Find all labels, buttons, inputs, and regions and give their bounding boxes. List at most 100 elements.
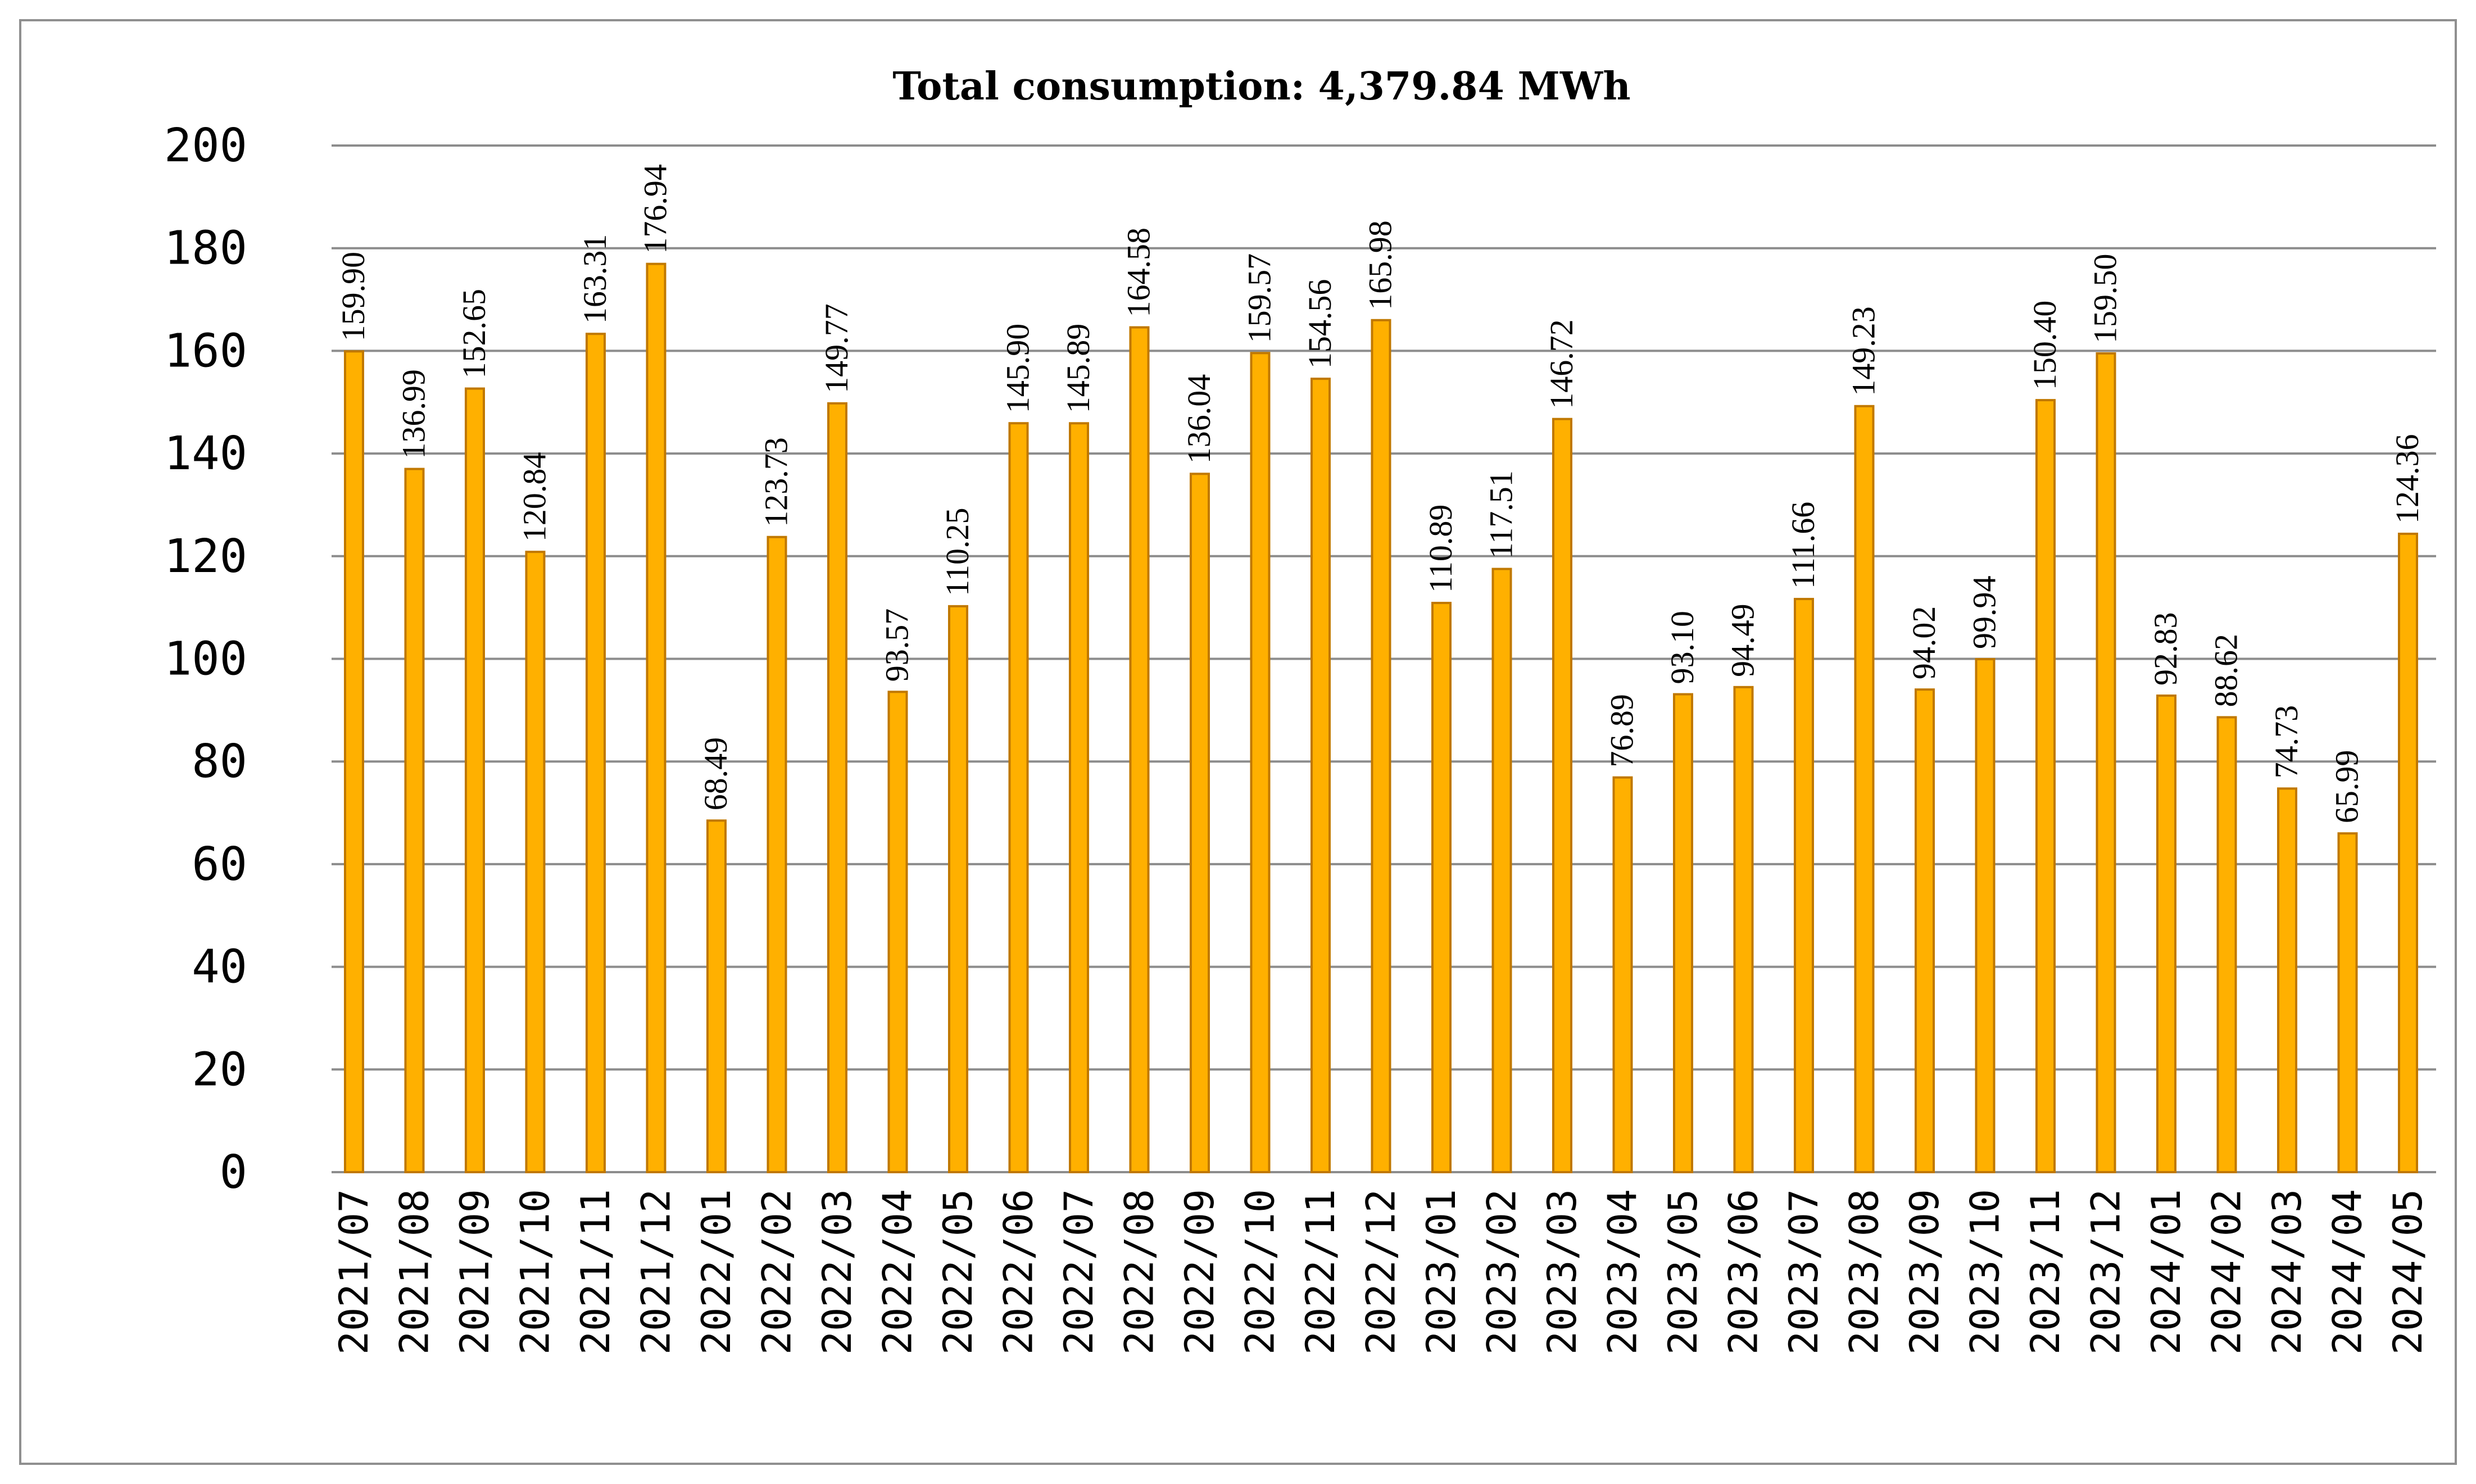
value-label: 110.25 (939, 508, 976, 596)
value-label: 120.84 (516, 452, 553, 542)
value-label: 149.23 (1845, 306, 1882, 396)
value-label: 164.58 (1121, 228, 1157, 317)
x-tick-label: 2023/07 (1781, 1189, 1827, 1355)
value-label: 65.99 (2329, 750, 2365, 824)
bar (344, 350, 364, 1173)
value-label: 146.72 (1543, 319, 1580, 409)
value-label: 74.73 (2268, 705, 2305, 779)
y-tick-label: 160 (164, 324, 247, 378)
x-tick-label: 2023/12 (2083, 1189, 2129, 1355)
x-tick-label: 2022/04 (875, 1189, 921, 1355)
bar (948, 605, 968, 1173)
bar (586, 333, 606, 1173)
value-label: 94.49 (1725, 603, 1761, 677)
value-label: 159.50 (2087, 253, 2124, 343)
value-label: 124.36 (2389, 434, 2425, 524)
bar (1975, 658, 1996, 1173)
x-tick-label: 2024/01 (2143, 1189, 2189, 1355)
bars (344, 262, 2418, 1174)
x-tick-label: 2022/11 (1298, 1189, 1344, 1355)
x-tick-label: 2021/09 (452, 1189, 498, 1355)
x-tick-label: 2024/05 (2385, 1189, 2431, 1355)
value-label: 111.66 (1785, 502, 1821, 589)
value-label: 99.94 (1966, 576, 2003, 650)
x-tick-label: 2021/12 (633, 1189, 679, 1355)
y-tick-label: 40 (192, 941, 247, 994)
x-tick-label: 2023/11 (2022, 1189, 2069, 1355)
bar (1371, 319, 1391, 1173)
value-label: 136.04 (1181, 374, 1217, 464)
x-tick-label: 2023/01 (1418, 1189, 1464, 1355)
x-tick-label: 2021/10 (513, 1189, 559, 1355)
bar (1491, 568, 1512, 1173)
value-label: 165.98 (1362, 220, 1399, 310)
value-label: 117.51 (1483, 470, 1520, 559)
x-tick-label: 2021/07 (331, 1189, 377, 1355)
x-tick-label: 2021/08 (392, 1189, 438, 1355)
y-tick-label: 140 (164, 427, 247, 480)
y-tick-label: 200 (164, 119, 247, 173)
bar (1915, 688, 1935, 1173)
bar (2277, 787, 2297, 1173)
bar (1794, 597, 1814, 1173)
x-tick-label: 2022/05 (935, 1189, 981, 1355)
y-tick-label: 180 (164, 222, 247, 275)
bar (2216, 716, 2237, 1173)
value-labels: 159.90 136.99 152.65 120.84 163.31 176.94 68.4… (335, 164, 2425, 823)
bar (2337, 832, 2358, 1174)
y-tick-label: 80 (192, 735, 247, 788)
bar (1310, 378, 1331, 1174)
bar (525, 551, 546, 1173)
y-tick-label: 100 (164, 633, 247, 686)
value-label: 76.89 (1604, 694, 1640, 768)
bar (706, 819, 727, 1173)
bar (1612, 776, 1633, 1173)
x-tick-label: 2023/06 (1721, 1189, 1767, 1355)
x-tick-label: 2022/12 (1358, 1189, 1404, 1355)
y-tick-label: 120 (164, 530, 247, 583)
x-tick-label: 2022/03 (814, 1189, 860, 1355)
value-label: 154.56 (1302, 279, 1338, 369)
value-label: 110.89 (1422, 505, 1459, 593)
x-tick-label: 2022/06 (996, 1189, 1042, 1355)
bar (2398, 532, 2418, 1173)
bar (1129, 326, 1150, 1174)
bar (1733, 686, 1754, 1173)
x-tick-label: 2023/03 (1539, 1189, 1585, 1355)
bar (1069, 422, 1089, 1174)
x-tick-label: 2024/02 (2204, 1189, 2250, 1355)
bar (767, 535, 787, 1173)
value-label: 159.90 (335, 252, 371, 342)
x-tick-label: 2024/03 (2264, 1189, 2310, 1355)
y-tick-label: 0 (220, 1146, 247, 1199)
bar (1552, 417, 1572, 1174)
x-tick-label: 2021/11 (573, 1189, 619, 1355)
value-label: 93.10 (1664, 611, 1700, 684)
value-label: 152.65 (456, 289, 492, 379)
value-label: 136.99 (396, 369, 432, 459)
y-axis: 0 20 40 60 80 100 120 140 160 180 200 (164, 119, 247, 1199)
x-tick-label: 2023/02 (1479, 1189, 1525, 1355)
bar (1008, 422, 1029, 1173)
x-tick-label: 2023/08 (1842, 1189, 1888, 1355)
x-tick-label: 2022/01 (693, 1189, 740, 1355)
value-label: 93.57 (879, 609, 915, 682)
bar (646, 262, 666, 1174)
bar (1190, 473, 1210, 1173)
bar (887, 691, 908, 1173)
x-tick-label: 2023/04 (1600, 1189, 1646, 1355)
y-tick-label: 20 (192, 1043, 247, 1096)
bar (404, 468, 425, 1174)
bar (1250, 352, 1271, 1174)
x-tick-label: 2024/04 (2325, 1189, 2371, 1355)
bar (2035, 399, 2056, 1174)
x-tick-label: 2022/09 (1177, 1189, 1223, 1355)
value-label: 176.94 (637, 164, 674, 254)
bar (1854, 405, 1875, 1173)
chart-title: Total consumption: 4,379.84 MWh (892, 64, 1630, 109)
value-label: 145.89 (1060, 324, 1096, 414)
bar (465, 387, 485, 1173)
value-label: 149.77 (818, 303, 855, 393)
bar (2096, 352, 2116, 1173)
